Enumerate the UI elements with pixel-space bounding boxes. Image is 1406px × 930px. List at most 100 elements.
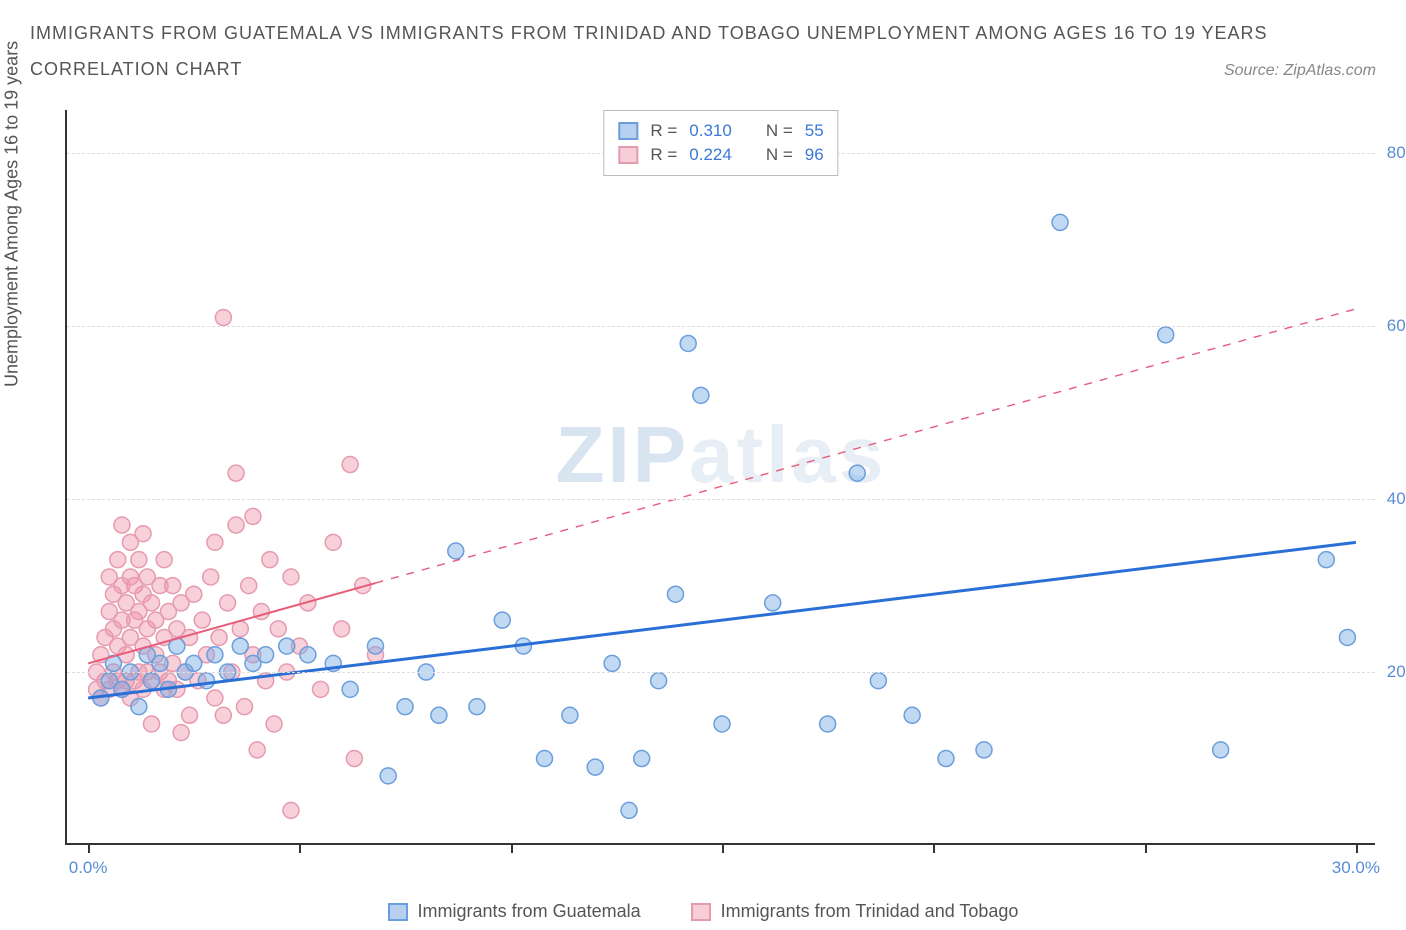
data-point — [1052, 214, 1068, 230]
x-tick — [511, 843, 513, 853]
data-point — [207, 647, 223, 663]
data-point — [342, 681, 358, 697]
data-point — [651, 673, 667, 689]
data-point — [228, 465, 244, 481]
data-point — [313, 681, 329, 697]
legend-item-guatemala: Immigrants from Guatemala — [388, 901, 641, 922]
data-point — [380, 768, 396, 784]
data-point — [165, 578, 181, 594]
trend-line-dashed — [375, 309, 1355, 583]
data-point — [693, 387, 709, 403]
y-tick-label: 20.0% — [1387, 662, 1406, 682]
data-point — [367, 638, 383, 654]
data-point — [765, 595, 781, 611]
data-point — [283, 802, 299, 818]
data-point — [144, 673, 160, 689]
data-point — [110, 552, 126, 568]
data-point — [714, 716, 730, 732]
n-label: N = — [766, 145, 793, 165]
r-value-guatemala: 0.310 — [689, 121, 732, 141]
data-point — [562, 707, 578, 723]
data-point — [152, 655, 168, 671]
stats-row-guatemala: R = 0.310 N = 55 — [618, 119, 823, 143]
n-value-guatemala: 55 — [805, 121, 824, 141]
r-value-trinidad: 0.224 — [689, 145, 732, 165]
data-point — [448, 543, 464, 559]
x-tick — [88, 843, 90, 853]
y-axis-label: Unemployment Among Ages 16 to 19 years — [2, 41, 23, 387]
data-point — [346, 751, 362, 767]
data-point — [325, 534, 341, 550]
data-point — [186, 586, 202, 602]
n-label: N = — [766, 121, 793, 141]
data-point — [114, 517, 130, 533]
data-point — [283, 569, 299, 585]
data-point — [207, 690, 223, 706]
bottom-legend: Immigrants from Guatemala Immigrants fro… — [0, 901, 1406, 922]
data-point — [904, 707, 920, 723]
data-point — [236, 699, 252, 715]
data-point — [131, 699, 147, 715]
data-point — [211, 629, 227, 645]
data-point — [494, 612, 510, 628]
data-point — [173, 725, 189, 741]
swatch-guatemala — [618, 122, 638, 140]
data-point — [431, 707, 447, 723]
source-attribution: Source: ZipAtlas.com — [1224, 62, 1376, 80]
r-label: R = — [650, 145, 677, 165]
plot-area: ZIPatlas R = 0.310 N = 55 R = 0.224 N = … — [65, 110, 1375, 845]
data-point — [186, 655, 202, 671]
stats-row-trinidad: R = 0.224 N = 96 — [618, 143, 823, 167]
swatch-trinidad — [618, 146, 638, 164]
data-point — [469, 699, 485, 715]
n-value-trinidad: 96 — [805, 145, 824, 165]
stats-legend-box: R = 0.310 N = 55 R = 0.224 N = 96 — [603, 110, 838, 176]
x-tick-label: 30.0% — [1332, 858, 1380, 878]
data-point — [820, 716, 836, 732]
data-point — [300, 647, 316, 663]
x-tick — [1145, 843, 1147, 853]
data-point — [1318, 552, 1334, 568]
x-tick — [933, 843, 935, 853]
data-point — [938, 751, 954, 767]
data-point — [604, 655, 620, 671]
legend-swatch-trinidad — [691, 903, 711, 921]
data-point — [135, 526, 151, 542]
data-point — [131, 552, 147, 568]
data-point — [976, 742, 992, 758]
x-tick — [299, 843, 301, 853]
data-point — [228, 517, 244, 533]
gridline — [67, 672, 1375, 673]
data-point — [262, 552, 278, 568]
data-point — [215, 707, 231, 723]
legend-swatch-guatemala — [388, 903, 408, 921]
data-point — [215, 310, 231, 326]
data-point — [397, 699, 413, 715]
legend-label-trinidad: Immigrants from Trinidad and Tobago — [721, 901, 1019, 922]
chart-subtitle: CORRELATION CHART — [30, 59, 242, 80]
data-point — [587, 759, 603, 775]
gridline — [67, 326, 1375, 327]
legend-item-trinidad: Immigrants from Trinidad and Tobago — [691, 901, 1019, 922]
data-point — [198, 673, 214, 689]
data-point — [232, 638, 248, 654]
y-tick-label: 40.0% — [1387, 489, 1406, 509]
data-point — [849, 465, 865, 481]
data-point — [279, 638, 295, 654]
data-point — [245, 508, 261, 524]
data-point — [194, 612, 210, 628]
data-point — [249, 742, 265, 758]
data-point — [156, 552, 172, 568]
x-tick-label: 0.0% — [69, 858, 108, 878]
data-point — [241, 578, 257, 594]
data-point — [1158, 327, 1174, 343]
data-point — [334, 621, 350, 637]
data-point — [621, 802, 637, 818]
data-point — [258, 647, 274, 663]
data-point — [1213, 742, 1229, 758]
data-svg — [67, 110, 1375, 843]
data-point — [537, 751, 553, 767]
data-point — [144, 595, 160, 611]
r-label: R = — [650, 121, 677, 141]
data-point — [182, 707, 198, 723]
